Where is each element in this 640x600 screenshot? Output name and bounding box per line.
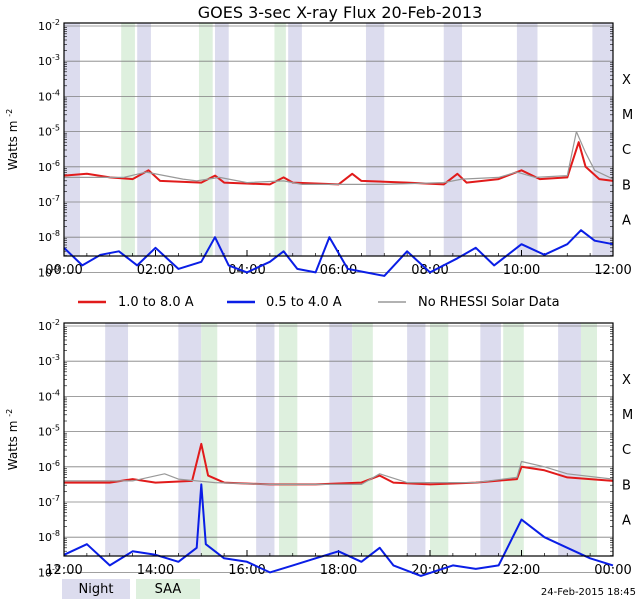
top-saa-band bbox=[198, 23, 213, 256]
top-night-band bbox=[137, 23, 151, 256]
bottom-y-axis-label: Watts m -2 bbox=[5, 409, 20, 470]
bottom-saa-band bbox=[352, 323, 373, 556]
bottom-y-tick-label: 10-5 bbox=[38, 424, 60, 439]
bottom-y-tick-label: 10-8 bbox=[38, 529, 60, 544]
top-flare-class-label: X bbox=[622, 73, 631, 88]
bottom-flare-class-label: X bbox=[622, 373, 631, 388]
top-y-tick-label: 10-7 bbox=[38, 194, 60, 209]
legend-label-no-data: No RHESSI Solar Data bbox=[418, 295, 560, 310]
bottom-night-band bbox=[105, 323, 129, 556]
bottom-night-band bbox=[178, 323, 202, 556]
top-panel: 10-2 10-3 10-4 10-5 10-6 10-7 10-8 10-9 X M C B A 00:… bbox=[5, 18, 633, 279]
bottom-saa-band bbox=[279, 323, 298, 556]
bottom-series-short bbox=[63, 483, 614, 577]
top-flare-class-label: C bbox=[622, 143, 631, 158]
top-flare-class-label: B bbox=[622, 178, 631, 193]
legend-saa-box bbox=[136, 579, 200, 599]
top-flare-class-label: A bbox=[622, 214, 631, 229]
top-x-tick-label: 12:00 bbox=[594, 263, 631, 278]
bottom-night-band bbox=[256, 323, 275, 556]
top-y-tick-label: 10-2 bbox=[38, 18, 60, 33]
legend-night-label: Night bbox=[79, 582, 114, 597]
top-night-band bbox=[214, 23, 229, 256]
bottom-night-band bbox=[329, 323, 353, 556]
top-series-short bbox=[63, 229, 614, 277]
legend: 1.0 to 8.0 A 0.5 to 4.0 A No RHESSI Sola… bbox=[78, 295, 560, 310]
top-y-tick-label: 10-9 bbox=[38, 264, 60, 279]
legend-saa-label: SAA bbox=[155, 582, 182, 597]
bottom-plot-frame bbox=[63, 322, 614, 557]
top-y-tick-label: 10-4 bbox=[38, 88, 60, 103]
top-plot-frame bbox=[63, 22, 614, 257]
bottom-flare-class-label: B bbox=[622, 478, 631, 493]
bottom-saa-band bbox=[430, 323, 449, 556]
top-saa-band bbox=[274, 23, 286, 256]
bottom-night-band bbox=[407, 323, 426, 556]
top-series-no-data bbox=[64, 131, 614, 185]
bottom-night-band bbox=[480, 323, 501, 556]
top-night-band bbox=[365, 23, 385, 256]
bottom-panel: 10-2 10-3 10-4 10-5 10-6 10-7 10-8 10-9 X M C B A 12:… bbox=[5, 318, 633, 579]
bottom-y-tick-label: 10-7 bbox=[38, 494, 60, 509]
bottom-series-long bbox=[64, 442, 614, 486]
top-y-axis-label: Watts m -2 bbox=[5, 109, 20, 170]
bottom-x-tick-label: 16:00 bbox=[228, 563, 265, 578]
top-saa-band bbox=[121, 23, 135, 256]
bottom-night-band bbox=[558, 323, 581, 556]
legend-label-long: 1.0 to 8.0 A bbox=[118, 295, 194, 310]
top-x-tick-label: 02:00 bbox=[137, 263, 174, 278]
bottom-x-tick-label: 22:00 bbox=[503, 563, 540, 578]
bottom-y-tick-label: 10-2 bbox=[38, 318, 60, 333]
bottom-flare-class-label: C bbox=[622, 443, 631, 458]
top-x-tick-label: 06:00 bbox=[320, 263, 357, 278]
bottom-x-tick-label: 00:00 bbox=[594, 563, 631, 578]
top-x-tick-label: 00:00 bbox=[45, 263, 82, 278]
top-y-tick-label: 10-5 bbox=[38, 124, 60, 139]
legend-night-box bbox=[62, 579, 130, 599]
bottom-y-tick-label: 10-3 bbox=[38, 353, 60, 368]
bottom-y-tick-label: 10-4 bbox=[38, 388, 60, 403]
top-y-tick-label: 10-8 bbox=[38, 229, 60, 244]
top-night-band bbox=[592, 23, 613, 256]
footer-timestamp: 24-Feb-2015 18:45 bbox=[541, 587, 636, 598]
top-flare-class-label: M bbox=[622, 108, 633, 123]
bottom-x-tick-label: 18:00 bbox=[320, 563, 357, 578]
top-night-band bbox=[443, 23, 463, 256]
bottom-y-tick-label: 10-9 bbox=[38, 564, 60, 579]
bottom-y-tick-label: 10-6 bbox=[38, 459, 60, 474]
top-y-tick-label: 10-3 bbox=[38, 53, 60, 68]
bottom-x-tick-label: 14:00 bbox=[137, 563, 174, 578]
top-night-band bbox=[288, 23, 302, 256]
bottom-flare-class-label: A bbox=[622, 514, 631, 529]
bottom-x-tick-label: 20:00 bbox=[411, 563, 448, 578]
top-night-band bbox=[64, 23, 81, 256]
top-x-tick-label: 04:00 bbox=[228, 263, 265, 278]
top-night-band bbox=[516, 23, 538, 256]
bottom-saa-band bbox=[580, 323, 597, 556]
top-x-tick-label: 10:00 bbox=[503, 263, 540, 278]
bottom-saa-band bbox=[503, 323, 524, 556]
bottom-series-no-data bbox=[64, 460, 614, 485]
bottom-x-tick-label: 12:00 bbox=[45, 563, 82, 578]
top-y-tick-label: 10-6 bbox=[38, 159, 60, 174]
bottom-saa-band bbox=[201, 323, 218, 556]
bottom-flare-class-label: M bbox=[622, 408, 633, 423]
chart-title: GOES 3-sec X-ray Flux 20-Feb-2013 bbox=[198, 3, 483, 22]
legend-label-short: 0.5 to 4.0 A bbox=[266, 295, 342, 310]
